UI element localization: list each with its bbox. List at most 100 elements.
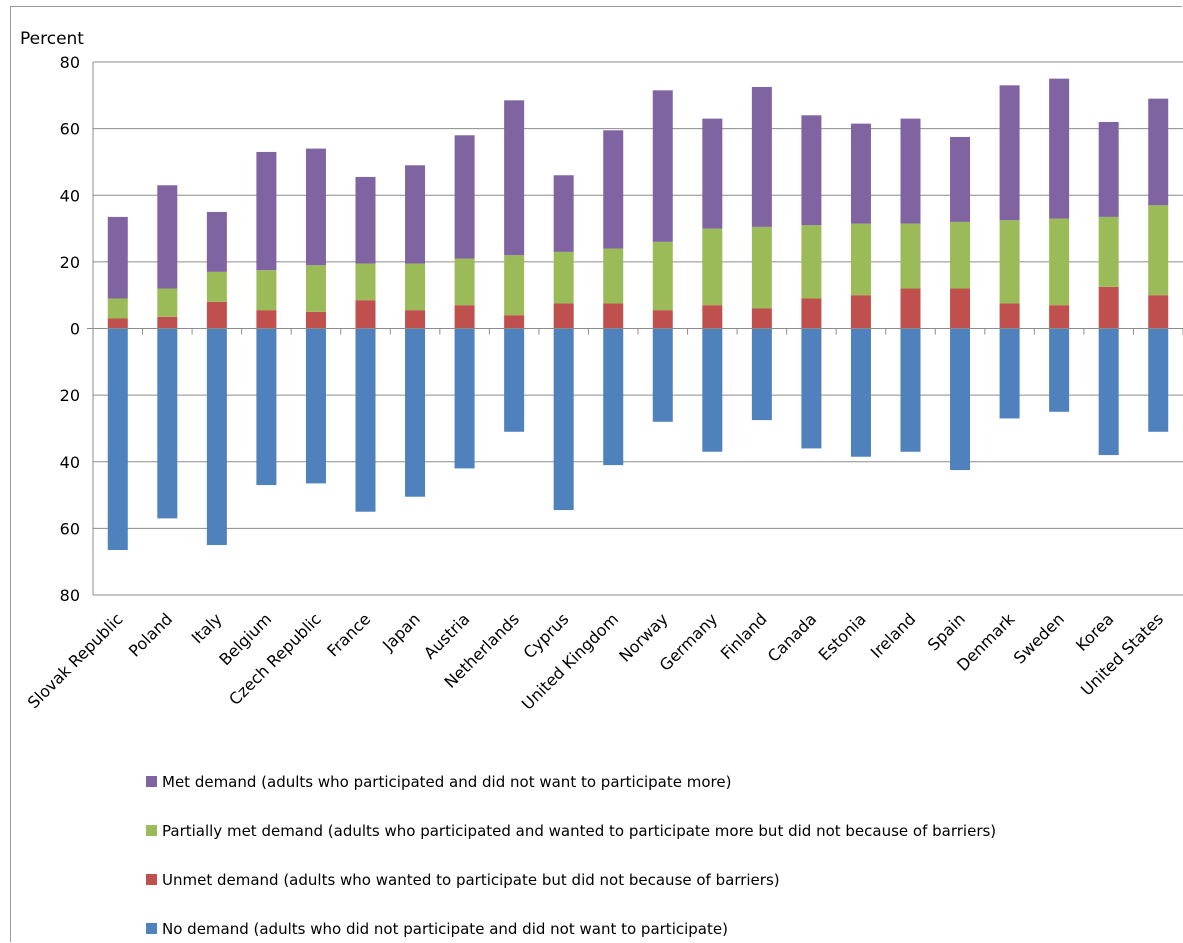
legend-label: Unmet demand (adults who wanted to parti…: [162, 871, 780, 889]
y-tick-label: 80: [60, 53, 80, 72]
y-tick-label: 60: [60, 519, 80, 538]
bar-unmet: [206, 301, 227, 329]
bar-none: [355, 328, 376, 512]
x-tick-label: France: [323, 609, 374, 660]
bar-none: [801, 328, 822, 449]
bar-met: [1049, 78, 1070, 219]
bar-partial: [999, 220, 1020, 304]
bar-none: [553, 328, 574, 511]
bar-unmet: [801, 298, 822, 329]
x-tick-label: Japan: [378, 609, 424, 655]
bar-partial: [206, 271, 227, 302]
bar-unmet: [603, 303, 624, 329]
y-tick-label: 60: [60, 120, 80, 139]
bar-unmet: [157, 316, 178, 329]
bar-partial: [702, 228, 723, 306]
bar-unmet: [107, 318, 128, 329]
bar-none: [999, 328, 1020, 419]
bar-met: [405, 165, 426, 264]
bar-partial: [801, 225, 822, 299]
x-tick-label: Spain: [924, 609, 969, 654]
bar-unmet: [1098, 286, 1119, 329]
bar-met: [305, 148, 326, 266]
bar-none: [405, 328, 426, 497]
bar-met: [801, 115, 822, 226]
bar-none: [504, 328, 525, 432]
bar-partial: [355, 263, 376, 301]
bar-partial: [603, 248, 624, 304]
legend-label: Partially met demand (adults who partici…: [162, 822, 996, 840]
bar-none: [1148, 328, 1169, 432]
x-tick-label: Sweden: [1010, 609, 1068, 667]
bar-none: [900, 328, 921, 452]
bar-unmet: [702, 305, 723, 329]
bar-partial: [256, 270, 277, 311]
x-tick-label: Finland: [717, 609, 771, 663]
bar-none: [256, 328, 277, 486]
bar-none: [751, 328, 772, 421]
legend-label: No demand (adults who did not participat…: [162, 920, 728, 938]
bar-unmet: [1148, 295, 1169, 329]
bar-partial: [1148, 205, 1169, 296]
bar-met: [206, 211, 227, 272]
bar-met: [1098, 121, 1119, 217]
bar-none: [206, 328, 227, 546]
bar-met: [157, 185, 178, 289]
bar-unmet: [751, 308, 772, 329]
bar-met: [850, 123, 871, 224]
bar-partial: [553, 251, 574, 304]
y-tick-label: 20: [60, 253, 80, 272]
bar-unmet: [256, 310, 277, 329]
bar-partial: [405, 263, 426, 311]
x-tick-label: Poland: [125, 609, 176, 660]
bar-partial: [850, 223, 871, 296]
legend-swatch: [146, 776, 157, 787]
y-tick-label: 20: [60, 386, 80, 405]
bar-met: [751, 86, 772, 227]
legend-swatch: [146, 874, 157, 885]
x-tick-label: Italy: [188, 609, 226, 647]
bar-met: [999, 85, 1020, 221]
bar-met: [900, 118, 921, 224]
legend-swatch: [146, 923, 157, 934]
bar-none: [305, 328, 326, 484]
bar-none: [850, 328, 871, 457]
bar-partial: [504, 255, 525, 316]
bar-met: [553, 175, 574, 252]
bar-none: [454, 328, 475, 469]
bar-none: [1049, 328, 1070, 412]
bar-partial: [751, 226, 772, 309]
bar-partial: [305, 265, 326, 312]
y-tick-label: 0: [70, 320, 80, 339]
bar-unmet: [1049, 305, 1070, 329]
bar-partial: [900, 223, 921, 289]
x-tick-label: Estonia: [815, 609, 870, 664]
bar-partial: [107, 298, 128, 319]
legend-swatch: [146, 825, 157, 836]
bar-unmet: [950, 288, 971, 329]
bar-met: [950, 136, 971, 222]
bar-unmet: [999, 303, 1020, 329]
bar-unmet: [850, 295, 871, 329]
bar-met: [652, 90, 673, 242]
bar-none: [107, 328, 128, 551]
bar-met: [603, 130, 624, 249]
legend-label: Met demand (adults who participated and …: [162, 773, 731, 791]
bar-met: [355, 176, 376, 264]
bar-met: [702, 118, 723, 229]
chart-frame: [10, 6, 1182, 942]
x-tick-label: Czech Republic: [225, 609, 325, 709]
bar-none: [1098, 328, 1119, 456]
x-tick-label: Korea: [1072, 609, 1118, 655]
bar-unmet: [305, 311, 326, 329]
bar-unmet: [355, 300, 376, 329]
bar-partial: [950, 221, 971, 289]
bar-met: [107, 216, 128, 299]
bar-none: [702, 328, 723, 452]
x-tick-label: Canada: [764, 609, 820, 665]
bar-unmet: [652, 310, 673, 329]
y-axis-label: Percent: [20, 29, 84, 49]
bar-met: [256, 151, 277, 271]
bar-partial: [1098, 216, 1119, 287]
